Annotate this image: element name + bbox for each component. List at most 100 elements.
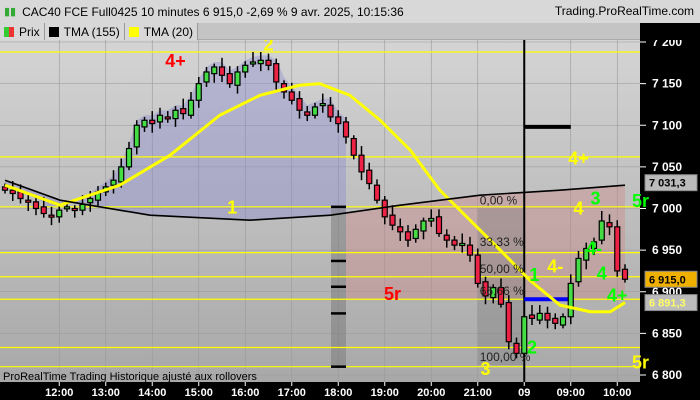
candle-body [187, 99, 195, 116]
wave-label: 5r [632, 191, 649, 211]
candle-body [590, 241, 598, 250]
candle-body [420, 220, 427, 232]
legend-item-tma20[interactable]: TMA (20) [124, 23, 199, 40]
wave-label: 5r [632, 352, 649, 372]
price-tag [644, 270, 698, 288]
x-tick-label: 16:00 [231, 387, 259, 399]
wave-label: 4 [573, 198, 583, 218]
x-tick-label: 10:00 [603, 387, 631, 399]
candle-body [172, 109, 179, 120]
wave-label: 3 [591, 188, 601, 208]
tma20-swatch-icon [128, 26, 139, 37]
price-swatch-icon [4, 26, 14, 37]
candle-body [133, 124, 140, 148]
candle-body [1, 186, 9, 191]
site-link[interactable]: Trading.ProRealTime.com [554, 4, 694, 18]
candle-body [48, 214, 55, 218]
candle-body [342, 121, 350, 138]
x-tick-label: 15:00 [185, 387, 213, 399]
wave-label: 4+ [165, 51, 186, 71]
candle-body [195, 83, 202, 101]
candle-body [257, 59, 264, 65]
price-tag [644, 174, 698, 192]
legend-item-tma155[interactable]: TMA (155) [44, 23, 125, 40]
price-tag-label: 7 031,3 [649, 178, 686, 190]
candlestick-icon: ▮▮ [4, 6, 17, 18]
plot-area [0, 40, 640, 382]
price-chart[interactable]: 0,00 %33,33 %50,00 %66,66 %100,00 %4+215… [0, 40, 700, 400]
candle-body [513, 342, 520, 354]
candle-body [350, 137, 357, 156]
candle-body [505, 301, 512, 343]
candle-body [583, 247, 590, 261]
candle-body [226, 73, 233, 85]
x-tick-label: 17:00 [278, 387, 306, 399]
price-tag-label: 6 891,3 [649, 298, 686, 310]
candle-body [536, 312, 543, 321]
candle-body [482, 281, 489, 297]
candle-body [575, 257, 582, 283]
fib-label: 0,00 % [480, 194, 518, 208]
candle-body [242, 64, 249, 73]
x-tick-label: 09 [518, 387, 530, 399]
candle-body [528, 314, 536, 319]
candle-body [118, 166, 125, 183]
candle-body [435, 216, 443, 235]
candle-body [141, 119, 148, 128]
x-tick-label: 09:00 [557, 387, 585, 399]
candle-body [397, 226, 404, 233]
candle-body [25, 199, 32, 203]
candle-body [32, 201, 40, 210]
candle-body [327, 104, 334, 118]
price-tag [644, 294, 698, 312]
candle-body [296, 98, 303, 111]
candle-body [9, 189, 16, 195]
candle-body [614, 226, 621, 272]
fib-label: 100,00 % [480, 350, 531, 364]
candle-body [621, 268, 629, 280]
candle-body [249, 61, 257, 65]
wave-label: 5r [384, 284, 401, 304]
y-tick-label: 7 100 [652, 118, 682, 132]
candle-body [358, 154, 365, 173]
candle-body [389, 214, 396, 226]
wave-label: 4- [547, 257, 563, 277]
candle-body [490, 286, 497, 299]
legend-item-price[interactable]: Prix [0, 23, 45, 40]
x-tick-label: 21:00 [464, 387, 492, 399]
candle-body [606, 222, 613, 228]
candle-body [552, 317, 559, 324]
candle-body [149, 119, 156, 125]
candle-body [451, 239, 458, 246]
candle-body [544, 312, 551, 321]
candle-body [521, 316, 528, 354]
candle-body [412, 228, 419, 240]
candle-body [559, 316, 567, 326]
chart-title: CAC40 FCE Full0425 10 minutes 6 915,0 -2… [22, 4, 404, 19]
wave-label: 4+ [607, 286, 628, 306]
wave-label: 2 [527, 337, 537, 357]
x-tick-label: 20:00 [417, 387, 445, 399]
y-tick-label: 7 000 [652, 202, 682, 216]
candle-body [87, 197, 94, 204]
x-tick-label: 19:00 [371, 387, 399, 399]
candle-body [428, 217, 435, 222]
candle-body [56, 209, 63, 218]
candle-body [273, 63, 280, 83]
y-tick-label: 7 050 [652, 160, 682, 174]
x-tick-label: 13:00 [92, 387, 120, 399]
fib-label: 33,33 % [480, 235, 524, 249]
candle-body [63, 206, 71, 210]
candle-body [71, 207, 78, 212]
legend-label: TMA (155) [63, 24, 120, 39]
price-tag-label: 6 915,0 [649, 274, 686, 286]
candle-body [211, 66, 218, 75]
candle-body [180, 107, 187, 115]
legend: Prix TMA (155) TMA (20) [0, 23, 640, 40]
x-tick-label: 14:00 [138, 387, 166, 399]
footer-note: ProRealTime Trading Historique ajusté au… [3, 371, 257, 383]
wave-label: 4+ [568, 148, 589, 168]
title-bar: ▮▮ CAC40 FCE Full0425 10 minutes 6 915,0… [0, 0, 700, 23]
candle-body [311, 106, 319, 116]
tma155-swatch-icon [48, 26, 59, 37]
